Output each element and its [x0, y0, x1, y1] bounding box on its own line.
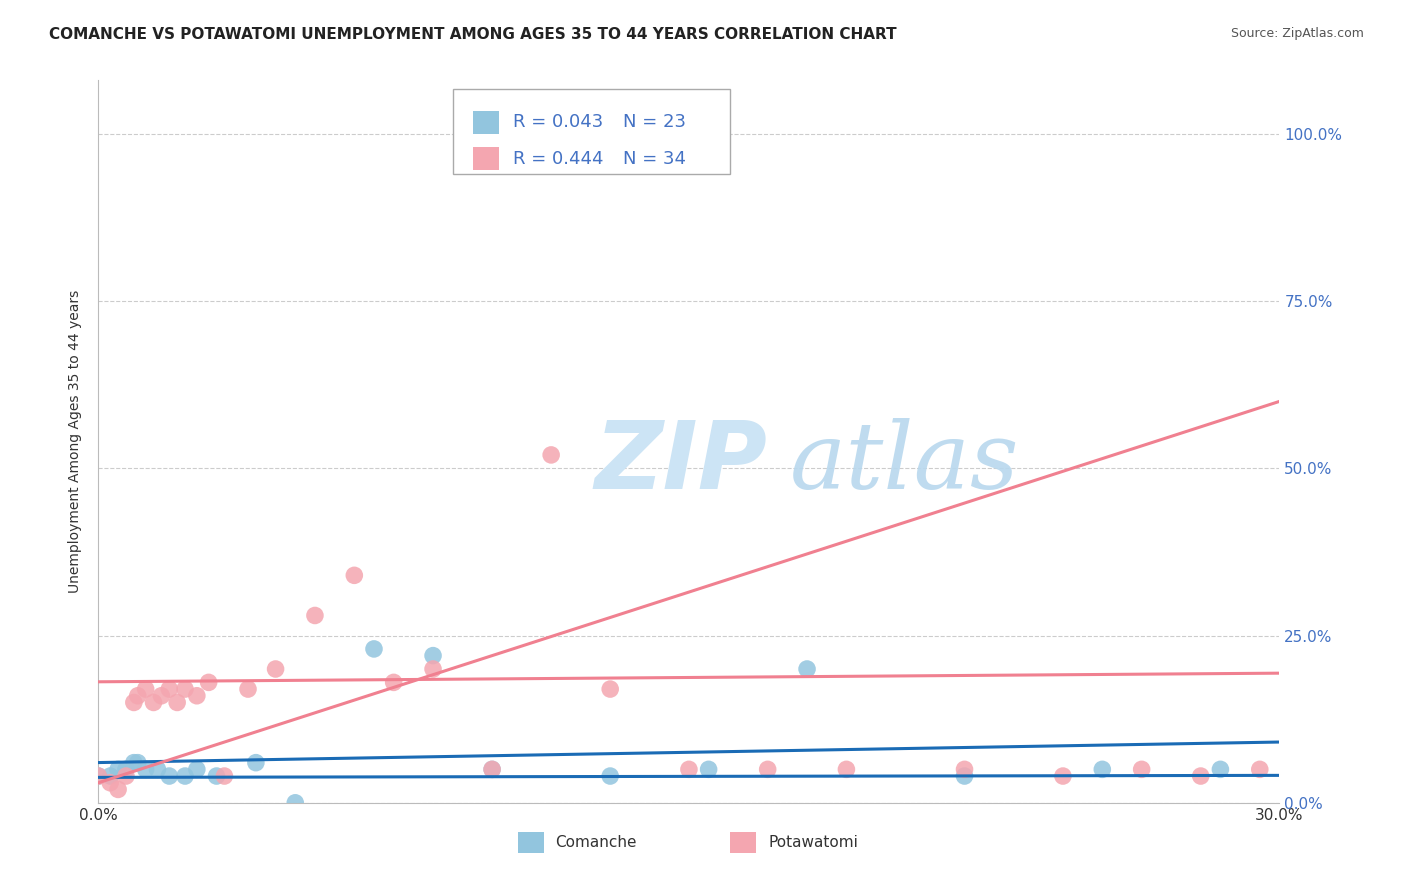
Point — [122, 756, 145, 770]
FancyBboxPatch shape — [472, 111, 499, 134]
Point — [1130, 762, 1153, 776]
Point — [107, 782, 129, 797]
Point — [146, 762, 169, 776]
Text: Comanche: Comanche — [555, 835, 637, 850]
Point — [186, 762, 208, 776]
Point — [205, 769, 228, 783]
Point — [135, 681, 157, 696]
Point — [87, 769, 110, 783]
Point — [481, 762, 503, 776]
Text: ZIP: ZIP — [595, 417, 768, 509]
Point — [174, 681, 197, 696]
Text: Potawatomi: Potawatomi — [768, 835, 858, 850]
Point — [142, 696, 165, 710]
Point — [658, 127, 681, 141]
Text: R = 0.444: R = 0.444 — [513, 150, 603, 168]
Point — [1189, 769, 1212, 783]
Point — [1091, 762, 1114, 776]
Point — [343, 568, 366, 582]
Point — [245, 756, 267, 770]
Point — [284, 796, 307, 810]
Point — [186, 689, 208, 703]
Point — [115, 762, 138, 776]
Text: R = 0.043: R = 0.043 — [513, 113, 603, 131]
FancyBboxPatch shape — [730, 831, 756, 854]
Point — [599, 681, 621, 696]
FancyBboxPatch shape — [453, 89, 730, 174]
Point — [599, 769, 621, 783]
Text: COMANCHE VS POTAWATOMI UNEMPLOYMENT AMONG AGES 35 TO 44 YEARS CORRELATION CHART: COMANCHE VS POTAWATOMI UNEMPLOYMENT AMON… — [49, 27, 897, 42]
Y-axis label: Unemployment Among Ages 35 to 44 years: Unemployment Among Ages 35 to 44 years — [69, 290, 83, 593]
Point — [304, 608, 326, 623]
Point — [697, 762, 720, 776]
Point — [540, 448, 562, 462]
Point — [1052, 769, 1074, 783]
Point — [236, 681, 259, 696]
FancyBboxPatch shape — [472, 147, 499, 170]
Point — [481, 762, 503, 776]
Point — [756, 762, 779, 776]
Point — [264, 662, 287, 676]
Point — [98, 776, 121, 790]
Point — [382, 675, 405, 690]
Point — [422, 648, 444, 663]
Point — [174, 769, 197, 783]
Text: atlas: atlas — [789, 418, 1019, 508]
Point — [363, 642, 385, 657]
Point — [953, 762, 976, 776]
Text: N = 34: N = 34 — [623, 150, 686, 168]
Point — [135, 762, 157, 776]
Point — [638, 127, 661, 141]
Point — [115, 769, 138, 783]
Point — [678, 762, 700, 776]
Point — [107, 762, 129, 776]
Point — [157, 681, 180, 696]
Point — [422, 662, 444, 676]
Point — [157, 769, 180, 783]
Point — [87, 769, 110, 783]
Point — [1249, 762, 1271, 776]
FancyBboxPatch shape — [517, 831, 544, 854]
Point — [953, 769, 976, 783]
Text: Source: ZipAtlas.com: Source: ZipAtlas.com — [1230, 27, 1364, 40]
Point — [127, 756, 149, 770]
Point — [796, 662, 818, 676]
Point — [835, 762, 858, 776]
Point — [1209, 762, 1232, 776]
Point — [122, 696, 145, 710]
Point — [214, 769, 236, 783]
Point — [127, 689, 149, 703]
Point — [197, 675, 219, 690]
Point — [166, 696, 188, 710]
Point — [98, 769, 121, 783]
Point — [150, 689, 173, 703]
Text: N = 23: N = 23 — [623, 113, 686, 131]
